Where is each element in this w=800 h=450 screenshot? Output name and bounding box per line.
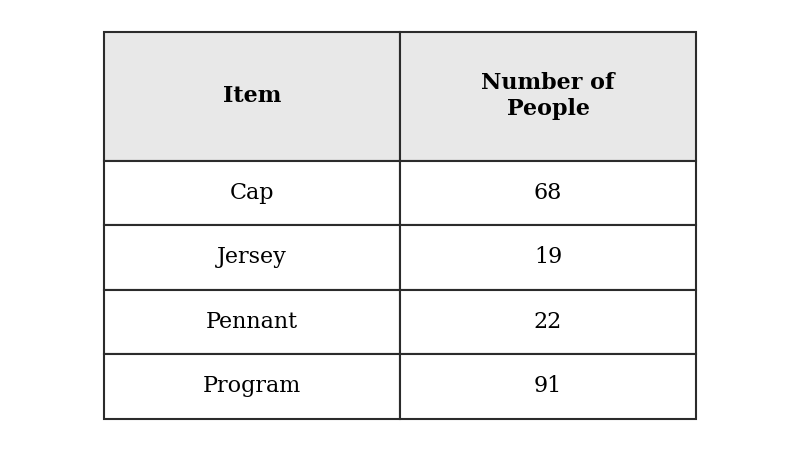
Text: 22: 22 <box>534 311 562 333</box>
Text: 19: 19 <box>534 246 562 268</box>
Text: 68: 68 <box>534 182 562 204</box>
Bar <box>400 161 696 225</box>
Bar <box>400 32 696 161</box>
Bar <box>104 225 400 289</box>
Text: Cap: Cap <box>230 182 274 204</box>
Bar <box>104 354 400 419</box>
Text: Pennant: Pennant <box>206 311 298 333</box>
Bar <box>104 161 400 225</box>
Text: Jersey: Jersey <box>217 246 287 268</box>
Bar <box>104 32 400 161</box>
Text: 91: 91 <box>534 375 562 397</box>
Text: Number of
People: Number of People <box>482 72 614 120</box>
Text: Program: Program <box>203 375 301 397</box>
Bar <box>400 289 696 354</box>
Bar <box>400 354 696 419</box>
Bar <box>104 289 400 354</box>
Text: Item: Item <box>223 85 281 107</box>
Bar <box>400 225 696 289</box>
